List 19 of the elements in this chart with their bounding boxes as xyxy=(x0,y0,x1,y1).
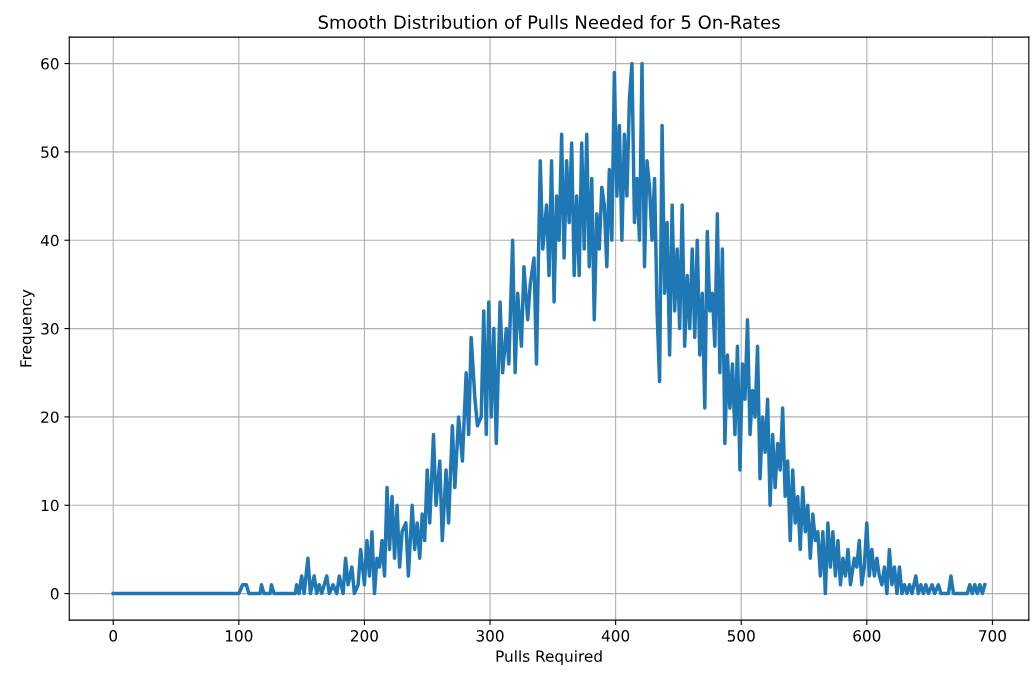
chart-title: Smooth Distribution of Pulls Needed for 5 On-Rates xyxy=(318,15,780,29)
x-tick-label: 500 xyxy=(727,630,755,642)
y-tick-label: 30 xyxy=(41,323,59,335)
y-tick-label: 50 xyxy=(41,146,59,158)
y-tick-label: 0 xyxy=(50,588,59,600)
x-tick-label: 700 xyxy=(979,630,1006,642)
y-tick-label: 10 xyxy=(41,499,59,512)
y-axis-title: Frequency xyxy=(20,289,35,367)
y-tick-label: 40 xyxy=(40,234,59,247)
x-tick-label: 400 xyxy=(601,630,630,642)
x-tick-label: 100 xyxy=(225,630,253,642)
x-tick-label: 0 xyxy=(109,630,118,642)
y-tick-label: 60 xyxy=(41,58,59,70)
y-tick-label: 20 xyxy=(41,411,59,423)
x-tick-label: 600 xyxy=(853,630,881,642)
x-tick-label: 300 xyxy=(476,630,504,642)
line-series xyxy=(111,61,987,596)
x-axis-title: Pulls Required xyxy=(496,650,602,665)
x-tick-label: 200 xyxy=(350,630,378,642)
